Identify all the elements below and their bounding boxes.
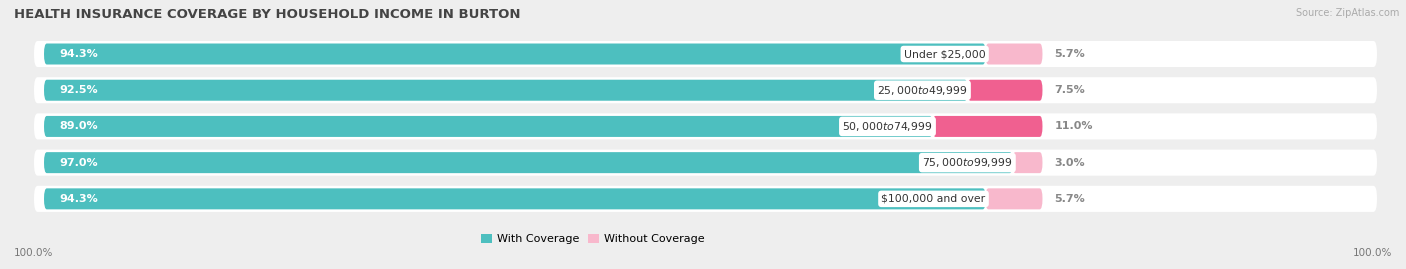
FancyBboxPatch shape (932, 116, 1042, 137)
Text: Source: ZipAtlas.com: Source: ZipAtlas.com (1295, 8, 1399, 18)
Text: 100.0%: 100.0% (14, 248, 53, 258)
Text: 97.0%: 97.0% (59, 158, 97, 168)
Text: 92.5%: 92.5% (59, 85, 97, 95)
FancyBboxPatch shape (44, 44, 986, 65)
Text: $75,000 to $99,999: $75,000 to $99,999 (922, 156, 1012, 169)
Text: 11.0%: 11.0% (1054, 121, 1092, 132)
FancyBboxPatch shape (44, 152, 1012, 173)
FancyBboxPatch shape (34, 186, 1376, 212)
Text: 100.0%: 100.0% (1353, 248, 1392, 258)
Text: HEALTH INSURANCE COVERAGE BY HOUSEHOLD INCOME IN BURTON: HEALTH INSURANCE COVERAGE BY HOUSEHOLD I… (14, 8, 520, 21)
Text: $50,000 to $74,999: $50,000 to $74,999 (842, 120, 932, 133)
FancyBboxPatch shape (34, 41, 1376, 67)
Text: $100,000 and over: $100,000 and over (882, 194, 986, 204)
FancyBboxPatch shape (967, 80, 1042, 101)
FancyBboxPatch shape (44, 116, 932, 137)
Legend: With Coverage, Without Coverage: With Coverage, Without Coverage (477, 229, 709, 249)
FancyBboxPatch shape (44, 80, 967, 101)
FancyBboxPatch shape (34, 77, 1376, 103)
FancyBboxPatch shape (1012, 152, 1042, 173)
FancyBboxPatch shape (986, 188, 1042, 209)
FancyBboxPatch shape (34, 114, 1376, 139)
Text: 7.5%: 7.5% (1054, 85, 1085, 95)
Text: 3.0%: 3.0% (1054, 158, 1085, 168)
Text: $25,000 to $49,999: $25,000 to $49,999 (877, 84, 967, 97)
FancyBboxPatch shape (986, 44, 1042, 65)
Text: 89.0%: 89.0% (59, 121, 97, 132)
Text: 5.7%: 5.7% (1054, 194, 1085, 204)
FancyBboxPatch shape (34, 150, 1376, 176)
Text: 94.3%: 94.3% (59, 49, 98, 59)
FancyBboxPatch shape (44, 188, 986, 209)
Text: 94.3%: 94.3% (59, 194, 98, 204)
Text: 5.7%: 5.7% (1054, 49, 1085, 59)
Text: Under $25,000: Under $25,000 (904, 49, 986, 59)
